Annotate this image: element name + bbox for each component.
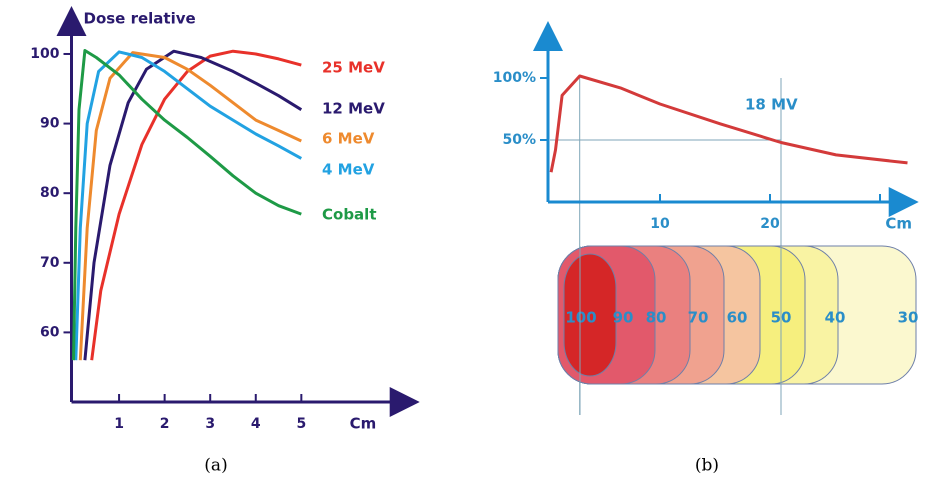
x-tick-label: 3 [205,416,215,432]
y-tick-label: 100 [30,46,59,62]
y-tick-label: 90 [40,116,60,132]
series-line [72,49,302,361]
legend-label: 6 MeV [322,130,375,148]
isodose-label: 90 [613,309,634,327]
caption: (b) [695,456,719,476]
legend-label: 25 MeV [322,59,385,77]
legend-label: Cobalt [322,206,377,224]
isodose-label: 80 [646,309,667,327]
y-tick-label: 50% [502,132,536,148]
x-axis-label: Cm [350,415,377,433]
legend-label: 4 MeV [322,161,375,179]
x-axis-label: Cm [885,215,912,233]
legend-label: 12 MeV [322,100,385,118]
x-tick-label: 1 [114,416,124,432]
x-tick-label: 4 [251,416,261,432]
series-line [90,49,302,361]
y-tick-label: 80 [40,185,60,201]
isodose-label: 40 [825,309,846,327]
isodose-region [563,253,617,377]
x-tick-label: 10 [650,216,670,232]
isodose-label: 70 [688,309,709,327]
isodose-label: 30 [898,309,919,327]
legend-label: 18 MV [745,96,798,114]
y-tick-label: 100% [493,70,536,86]
y-tick-label: 60 [40,324,60,340]
series-line [78,51,302,361]
series-line [83,49,303,361]
x-tick-label: 20 [760,216,780,232]
x-tick-label: 5 [296,416,306,432]
isodose-label: 60 [727,309,748,327]
series-line [549,74,908,173]
series-line [74,50,303,361]
isodose-label: 100 [565,309,596,327]
y-tick-label: 70 [40,255,60,271]
caption: (a) [204,456,227,476]
x-tick-label: 2 [160,416,170,432]
y-axis-label: Dose relative [84,10,196,28]
